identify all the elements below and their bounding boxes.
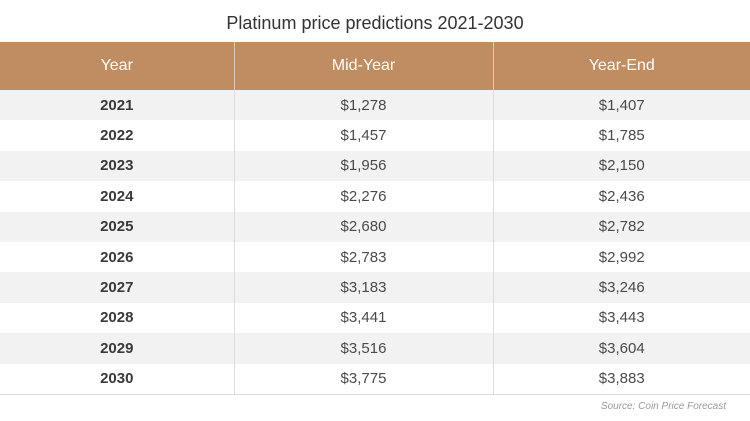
column-header-mid-year: Mid-Year [234, 42, 494, 90]
year-end-cell: $2,150 [493, 150, 750, 182]
year-end-cell: $3,883 [493, 363, 750, 395]
table-row: 2029 $3,516 $3,604 [0, 333, 750, 364]
year-end-cell: $3,246 [493, 272, 750, 303]
table-row: 2027 $3,183 $3,246 [0, 272, 750, 303]
mid-year-cell: $3,516 [234, 333, 494, 364]
column-header-year: Year [0, 42, 235, 90]
year-end-cell: $2,782 [493, 211, 750, 242]
table-row: 2022 $1,457 $1,785 [0, 120, 750, 151]
year-cell: 2029 [0, 333, 235, 364]
table-row: 2023 $1,956 $2,150 [0, 150, 750, 182]
mid-year-cell: $3,775 [234, 363, 494, 395]
year-cell: 2025 [0, 211, 235, 242]
mid-year-cell: $2,680 [234, 211, 494, 242]
year-cell: 2024 [0, 181, 235, 212]
mid-year-cell: $2,783 [234, 241, 494, 273]
table-row: 2030 $3,775 $3,883 [0, 363, 750, 395]
year-cell: 2030 [0, 363, 235, 395]
year-cell: 2021 [0, 90, 235, 121]
mid-year-cell: $1,278 [234, 90, 494, 121]
year-end-cell: $3,604 [493, 333, 750, 364]
year-cell: 2022 [0, 120, 235, 151]
price-prediction-table: Year Mid-Year Year-End 2021 $1,278 $1,40… [0, 42, 750, 395]
source-note: Source: Coin Price Forecast [600, 401, 726, 412]
mid-year-cell: $2,276 [234, 181, 494, 212]
table-header: Year Mid-Year Year-End [0, 42, 750, 90]
mid-year-cell: $1,956 [234, 150, 494, 182]
table-row: 2026 $2,783 $2,992 [0, 241, 750, 273]
year-end-cell: $2,436 [493, 181, 750, 212]
table-row: 2024 $2,276 $2,436 [0, 181, 750, 212]
table-title: Platinum price predictions 2021-2030 [226, 13, 524, 33]
mid-year-cell: $3,441 [234, 302, 494, 334]
mid-year-cell: $1,457 [234, 120, 494, 151]
mid-year-cell: $3,183 [234, 272, 494, 303]
table-row: 2025 $2,680 $2,782 [0, 211, 750, 242]
year-end-cell: $1,407 [493, 90, 750, 121]
year-cell: 2027 [0, 272, 235, 303]
year-cell: 2023 [0, 150, 235, 182]
column-header-year-end: Year-End [493, 42, 750, 90]
year-end-cell: $3,443 [493, 302, 750, 334]
table-row: 2028 $3,441 $3,443 [0, 302, 750, 334]
year-end-cell: $1,785 [493, 120, 750, 151]
header-row: Year Mid-Year Year-End [0, 42, 750, 90]
table-body: 2021 $1,278 $1,407 2022 $1,457 $1,785 20… [0, 90, 750, 395]
table-row: 2021 $1,278 $1,407 [0, 90, 750, 121]
year-cell: 2028 [0, 302, 235, 334]
year-cell: 2026 [0, 241, 235, 273]
year-end-cell: $2,992 [493, 241, 750, 273]
